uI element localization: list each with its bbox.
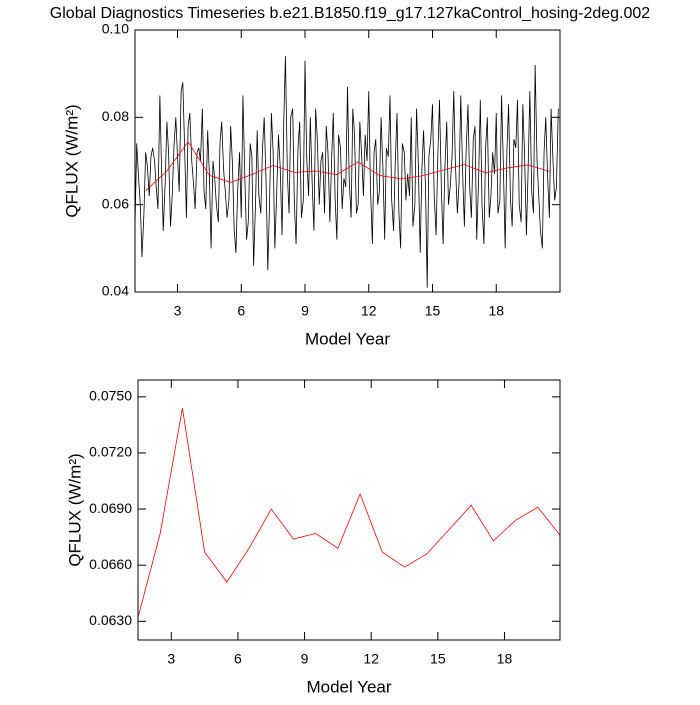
- x-tick-label: 6: [237, 303, 245, 319]
- y-tick-label: 0.06: [102, 195, 129, 211]
- x-tick-label: 6: [234, 651, 242, 667]
- series-line: [138, 407, 560, 618]
- x-tick-label: 3: [167, 651, 175, 667]
- x-tick-label: 12: [361, 303, 377, 319]
- x-tick-label: 12: [363, 651, 379, 667]
- x-tick-label: 15: [425, 303, 441, 319]
- plot-frame: [134, 29, 561, 293]
- y-axis-label: QFLUX (W/m²): [65, 453, 84, 566]
- series-line: [135, 56, 559, 288]
- chart-title: Global Diagnostics Timeseries b.e21.B185…: [50, 5, 651, 22]
- series-line: [145, 141, 550, 191]
- y-tick-label: 0.0660: [89, 556, 132, 572]
- y-tick-label: 0.0720: [89, 444, 132, 460]
- x-tick-label: 9: [301, 303, 309, 319]
- panel: 3 6 9 12 15 18 0.04 0.06 0.08 0.10 Model Year QFLUX…: [62, 21, 561, 348]
- y-tick-label: 0.10: [102, 21, 129, 37]
- panel: 3 6 9 12 15 18 0.0630 0.0660 0.0690 0.0720 0.0750 M…: [65, 379, 561, 696]
- y-tick-label: 0.0690: [89, 500, 132, 516]
- x-tick-label: 18: [488, 303, 504, 319]
- x-tick-label: 3: [174, 303, 182, 319]
- y-tick-label: 0.08: [102, 108, 129, 124]
- x-axis-label: Model Year: [306, 677, 391, 696]
- y-tick-label: 0.04: [102, 283, 129, 299]
- x-tick-label: 18: [497, 651, 513, 667]
- y-tick-label: 0.0750: [89, 388, 132, 404]
- x-tick-label: 9: [301, 651, 309, 667]
- x-tick-label: 15: [430, 651, 446, 667]
- plot-frame: [137, 379, 561, 641]
- y-tick-label: 0.0630: [89, 612, 132, 628]
- y-axis-label: QFLUX (W/m²): [62, 104, 81, 217]
- x-axis-label: Model Year: [305, 329, 390, 348]
